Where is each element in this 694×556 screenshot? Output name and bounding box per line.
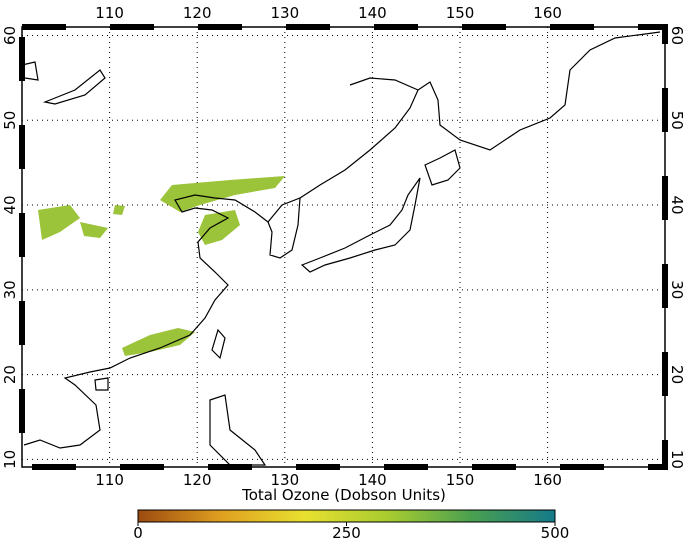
colorbar-tick-label: 250: [332, 524, 361, 542]
lat-tick-label: 30: [668, 280, 686, 299]
coastline: [424, 149, 461, 186]
lon-tick-label: 130: [270, 4, 299, 22]
coastline: [299, 31, 661, 199]
lat-tick-label: 50: [1, 111, 19, 130]
ozone-patch: [122, 328, 195, 356]
coastline: [23, 194, 269, 449]
lat-tick-label: 50: [668, 111, 686, 130]
lon-tick-label: 130: [270, 471, 299, 489]
coastlines: [21, 31, 661, 466]
lon-tick-label: 150: [446, 4, 475, 22]
coastline: [211, 328, 226, 360]
lon-tick-label: 120: [183, 471, 212, 489]
lat-tick-label: 10: [1, 450, 19, 469]
graticule: [22, 27, 665, 467]
lat-tick-label: 60: [1, 26, 19, 45]
coastline: [209, 394, 267, 466]
coastline: [21, 61, 39, 81]
lon-tick-label: 140: [358, 4, 387, 22]
lon-tick-label: 110: [95, 4, 124, 22]
frame: [21, 26, 666, 468]
coastline: [94, 377, 109, 391]
ozone-patch: [80, 222, 108, 238]
lat-tick-label: 40: [1, 195, 19, 214]
colorbar-title: Total Ozone (Dobson Units): [241, 486, 446, 504]
lat-tick-label: 20: [668, 365, 686, 384]
coastline: [42, 69, 106, 105]
coastline: [300, 177, 421, 273]
colorbar-tick-label: 500: [541, 524, 570, 542]
ozone-patch: [198, 210, 240, 245]
lon-tick-label: 120: [183, 4, 212, 22]
ozone-patch: [38, 205, 80, 240]
lon-tick-label: 140: [358, 471, 387, 489]
colorbar-tick-label: 0: [133, 524, 143, 542]
ozone-patch: [113, 205, 125, 215]
lat-tick-label: 60: [668, 26, 686, 45]
ozone-patch: [160, 176, 285, 212]
lon-tick-label: 160: [533, 4, 562, 22]
lat-tick-label: 30: [1, 280, 19, 299]
lat-tick-label: 40: [668, 195, 686, 214]
lon-tick-label: 110: [95, 471, 124, 489]
coastline: [267, 197, 301, 259]
ozone-patches: [38, 176, 285, 356]
coastline: [349, 77, 419, 91]
lat-tick-label: 10: [668, 450, 686, 469]
lon-tick-label: 160: [533, 471, 562, 489]
lon-tick-label: 150: [446, 471, 475, 489]
frame-ticks: [19, 24, 668, 470]
lat-tick-label: 20: [1, 365, 19, 384]
colorbar: [137, 509, 556, 523]
